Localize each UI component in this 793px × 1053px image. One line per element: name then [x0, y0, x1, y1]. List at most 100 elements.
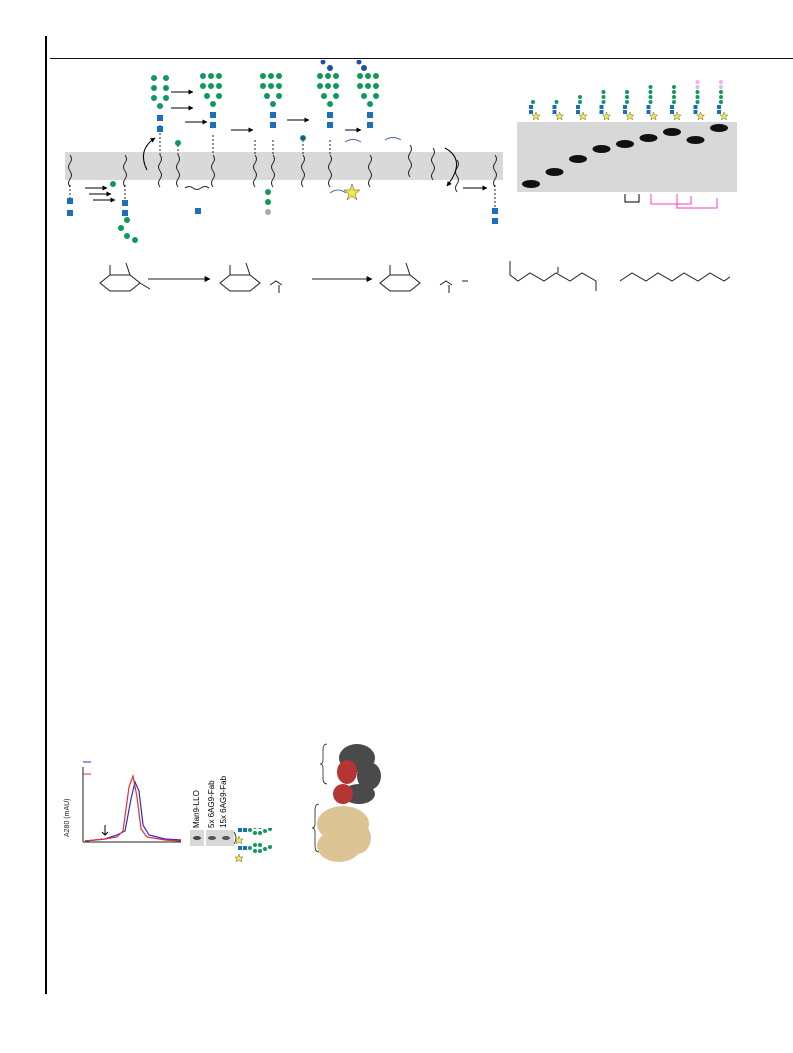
gel-bands — [522, 124, 728, 188]
blot-band — [208, 836, 216, 840]
lane-mannose-icon — [625, 100, 629, 104]
lane-glcnac-icon — [529, 110, 533, 114]
glycan-glucose — [301, 60, 367, 140]
polyprenol-chain — [509, 261, 730, 291]
membrane-band — [65, 152, 503, 180]
lane-star-icon — [601, 111, 612, 121]
lane-mannose-icon — [578, 100, 582, 104]
lane-glcnac-icon — [623, 110, 627, 114]
blot-lane-label: Man9-LLO — [192, 790, 201, 828]
blot-panel: Man9-LLO 5x 6AG9-Fab 15x 6AG9-Fab — [190, 760, 290, 870]
gel-panel — [517, 80, 737, 209]
blot-lane-label: 15x 6AG9-Fab — [219, 775, 228, 828]
sugar-ring-1 — [99, 262, 141, 292]
lane-glcnac-icon — [576, 105, 580, 109]
chemical-scheme — [99, 261, 730, 293]
lane-glcnac-icon — [623, 105, 627, 109]
lane-mannose-icon — [719, 80, 723, 84]
glycan-glcnac — [67, 112, 498, 224]
lane-star-icon — [578, 111, 588, 121]
lane-glcnac-icon — [646, 105, 651, 109]
gel-background — [517, 122, 737, 192]
map-bracket-ost — [311, 803, 320, 853]
trace-blue — [84, 780, 182, 842]
lane-mannose-icon — [695, 85, 700, 89]
map-fab-red — [333, 760, 357, 804]
lane-glcnac-icon — [529, 105, 533, 109]
lane-mannose-icon — [672, 100, 676, 104]
map-bracket-fab — [319, 743, 328, 785]
lane-mannose-icon — [695, 95, 700, 99]
margin-rule — [45, 36, 47, 994]
lane-mannose-icon — [601, 90, 606, 94]
lane-glcnac-icon — [599, 110, 604, 114]
lane-mannose-icon — [695, 100, 700, 104]
lane-glcnac-icon — [717, 110, 721, 114]
lane-mannose-icon — [625, 90, 629, 94]
lane-star-icon — [554, 111, 565, 121]
map-ost-tan — [317, 806, 371, 862]
shift-arrow-black — [624, 194, 640, 203]
gel-band — [616, 140, 634, 148]
lane-mannose-icon — [719, 95, 723, 99]
lane-mannose-icon — [648, 100, 653, 104]
gel-band — [522, 180, 540, 188]
trace-red — [84, 773, 182, 842]
lane-glcnac-icon — [670, 110, 674, 114]
lane-mannose-icon — [719, 100, 723, 104]
y-axis-label: A280 (mAU) — [64, 798, 71, 837]
glycan-mannose — [110, 73, 379, 243]
gel-band — [686, 136, 705, 144]
gel-band — [639, 134, 658, 142]
lane-glcnac-icon — [646, 110, 651, 114]
lane-star-icon — [648, 111, 659, 121]
lane-star-icon — [625, 111, 635, 121]
lane-mannose-icon — [672, 85, 676, 89]
lane-mannose-icon — [531, 100, 535, 104]
lane-mannose-icon — [601, 100, 606, 104]
lane-mannose-icon — [554, 100, 559, 104]
sugar-ring-3 — [379, 262, 421, 292]
lane-glcnac-icon — [552, 110, 557, 114]
cryoem-map — [311, 743, 381, 862]
blot-lane-label: 5x 6AG9-Fab — [207, 780, 216, 828]
lane-mannose-icon — [719, 90, 723, 94]
gel-band — [710, 124, 728, 132]
lipid-tails — [68, 144, 497, 193]
gel-band — [569, 155, 587, 163]
lane-star-icon — [695, 111, 706, 121]
blot-strip — [206, 830, 234, 846]
llo-pathway-diagram — [65, 60, 503, 243]
blot-band — [193, 836, 201, 840]
header-rule — [50, 58, 793, 59]
lane-glcnac-icon — [693, 110, 698, 114]
lane-mannose-icon — [695, 90, 700, 94]
lane-glcnac-icon — [717, 105, 721, 109]
chromatogram: A280 (mAU) — [64, 761, 182, 843]
lane-star-icon — [672, 111, 682, 121]
lane-star-icon — [719, 111, 729, 121]
shift-arrow-magenta-2 — [676, 194, 718, 209]
lane-mannose-icon — [578, 95, 582, 99]
sugar-ring-2 — [219, 262, 261, 292]
blot-band — [222, 836, 230, 840]
lane-mannose-icon — [648, 95, 653, 99]
gel-band — [663, 128, 681, 136]
lane-glcnac-icon — [599, 105, 604, 109]
lane-mannose-icon — [601, 95, 606, 99]
gel-band — [545, 168, 564, 176]
lane-glcnac-icon — [670, 105, 674, 109]
lane-mannose-icon — [672, 90, 676, 94]
lane-glcnac-icon — [693, 105, 698, 109]
lane-star-icon — [531, 111, 541, 121]
lane-glycan-icons — [529, 80, 729, 121]
lane-mannose-icon — [625, 95, 629, 99]
blot-lane-labels: Man9-LLO 5x 6AG9-Fab 15x 6AG9-Fab — [192, 760, 232, 828]
lane-mannose-icon — [648, 90, 653, 94]
lane-glcnac-icon — [576, 110, 580, 114]
lane-glcnac-icon — [552, 105, 557, 109]
lane-mannose-icon — [695, 80, 700, 84]
gel-band — [592, 145, 611, 153]
injection-arrow — [101, 825, 109, 836]
lane-mannose-icon — [719, 85, 723, 89]
